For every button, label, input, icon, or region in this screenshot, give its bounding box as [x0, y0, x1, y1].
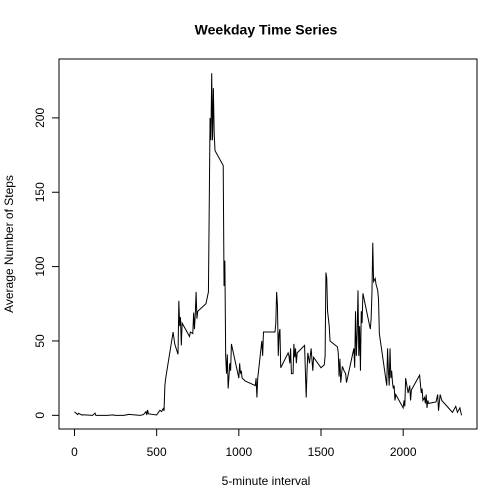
x-tick-label: 1000: [225, 445, 252, 459]
chart-title: Weekday Time Series: [195, 22, 338, 38]
x-tick-label: 500: [147, 445, 167, 459]
x-axis-label: 5-minute interval: [222, 474, 311, 488]
y-axis-label: Average Number of Steps: [2, 175, 16, 313]
x-tick-label: 0: [71, 445, 78, 459]
y-tick-label: 50: [33, 334, 47, 348]
y-tick-label: 150: [33, 182, 47, 202]
y-tick-label: 200: [33, 108, 47, 128]
x-tick-label: 2000: [390, 445, 417, 459]
y-tick-label: 0: [33, 412, 47, 419]
plot-frame: [58, 58, 478, 430]
data-line: [74, 73, 463, 416]
y-tick-label: 100: [33, 256, 47, 276]
x-tick-label: 1500: [308, 445, 335, 459]
